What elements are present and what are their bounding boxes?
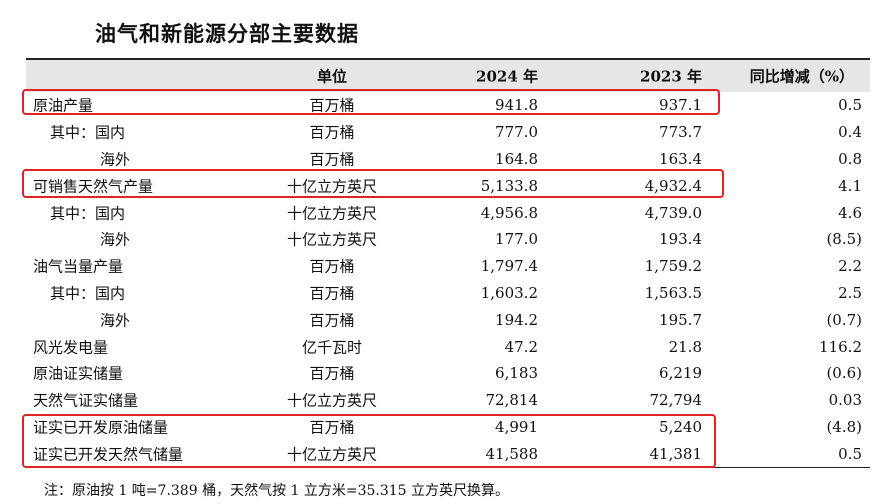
row-2023: 195.7 (659, 310, 702, 329)
row-unit: 亿千瓦时 (301, 338, 362, 357)
row-yoy: 0.5 (838, 444, 862, 463)
row-yoy: 0.8 (838, 149, 862, 168)
row-yoy: 2.5 (838, 283, 862, 302)
row-2024: 72,814 (485, 391, 539, 410)
row-2023: 5,240 (659, 417, 702, 436)
row-unit: 百万桶 (309, 96, 355, 115)
row-item: 可销售天然气产量 (33, 177, 154, 196)
row-unit: 十亿立方英尺 (286, 230, 377, 249)
row-yoy: 4.1 (838, 176, 862, 195)
row-2024: 194.2 (495, 310, 538, 329)
row-item: 原油产量 (33, 96, 94, 115)
row-2023: 937.1 (659, 96, 702, 115)
row-unit: 十亿立方英尺 (286, 204, 377, 223)
row-2024: 6,183 (495, 364, 538, 383)
row-item: 风光发电量 (33, 338, 109, 357)
row-yoy: 116.2 (819, 337, 862, 356)
row-item: 其中：国内 (50, 123, 126, 142)
row-unit: 十亿立方英尺 (286, 177, 377, 196)
row-2023: 4,932.4 (644, 176, 702, 195)
row-yoy: 0.4 (838, 123, 862, 142)
table-row: 天然气证实储量 十亿立方英尺 72,814 72,794 0.03 (26, 387, 870, 414)
page-title: 油气和新能源分部主要数据 (95, 21, 359, 46)
table-row: 海外 十亿立方英尺 177.0 193.4 (8.5) (26, 226, 870, 253)
row-item: 海外 (100, 230, 131, 249)
header-unit: 单位 (316, 67, 347, 86)
row-unit: 百万桶 (309, 284, 355, 303)
row-2023: 6,219 (659, 364, 702, 383)
row-item: 海外 (100, 150, 131, 169)
row-item: 证实已开发天然气储量 (33, 445, 184, 464)
row-yoy: 0.5 (838, 96, 862, 115)
row-2024: 1,797.4 (480, 257, 538, 276)
row-2023: 21.8 (668, 337, 702, 356)
footnote: 注：原油按 1 吨=7.389 桶，天然气按 1 立方米=35.315 立方英尺… (44, 483, 510, 499)
table-row: 油气当量产量 百万桶 1,797.4 1,759.2 2.2 (26, 253, 870, 280)
row-item: 海外 (100, 311, 131, 330)
row-unit: 百万桶 (309, 418, 355, 437)
row-2023: 163.4 (659, 149, 702, 168)
row-yoy: 2.2 (838, 257, 862, 276)
row-2023: 41,381 (649, 444, 703, 463)
table-header: 单位 2024 年 2023 年 同比增减（%） (26, 58, 870, 92)
table-row: 其中：国内 百万桶 1,603.2 1,563.5 2.5 (26, 280, 870, 307)
table-row: 海外 百万桶 164.8 163.4 0.8 (26, 146, 870, 173)
table-row: 原油产量 百万桶 941.8 937.1 0.5 (26, 92, 870, 119)
row-yoy: (0.6) (826, 364, 862, 383)
row-2024: 4,956.8 (480, 203, 538, 222)
row-2024: 1,603.2 (480, 283, 538, 302)
row-2024: 41,588 (485, 444, 539, 463)
row-2024: 4,991 (495, 417, 538, 436)
header-2023: 2023 年 (640, 67, 702, 86)
row-item: 油气当量产量 (33, 257, 124, 276)
row-unit: 十亿立方英尺 (286, 445, 377, 464)
header-2024: 2024 年 (476, 67, 538, 86)
row-2024: 47.2 (504, 337, 538, 356)
table-row: 证实已开发天然气储量 十亿立方英尺 41,588 41,381 0.5 (26, 440, 870, 469)
row-yoy: 4.6 (838, 203, 862, 222)
table-row: 海外 百万桶 194.2 195.7 (0.7) (26, 306, 870, 333)
row-yoy: (4.8) (826, 417, 862, 436)
row-2023: 193.4 (659, 230, 702, 249)
row-2024: 777.0 (495, 123, 538, 142)
row-2023: 72,794 (649, 391, 703, 410)
row-2024: 941.8 (495, 96, 538, 115)
data-table: 单位 2024 年 2023 年 同比增减（%） 原油产量 百万桶 941.8 … (26, 58, 870, 469)
row-2024: 164.8 (495, 149, 538, 168)
row-2023: 4,739.0 (644, 203, 702, 222)
row-unit: 百万桶 (309, 257, 355, 276)
row-yoy: 0.03 (828, 391, 862, 410)
row-item: 原油证实储量 (33, 364, 124, 383)
row-unit: 百万桶 (309, 364, 355, 383)
row-yoy: (8.5) (826, 230, 862, 249)
row-2023: 1,759.2 (644, 257, 702, 276)
row-unit: 百万桶 (309, 311, 355, 330)
row-item: 天然气证实储量 (33, 391, 139, 410)
header-yoy: 同比增减（%） (749, 67, 854, 86)
row-unit: 十亿立方英尺 (286, 391, 377, 410)
row-item: 其中：国内 (50, 284, 126, 303)
table-row: 可销售天然气产量 十亿立方英尺 5,133.8 4,932.4 4.1 (26, 172, 870, 199)
row-unit: 百万桶 (309, 123, 355, 142)
row-unit: 百万桶 (309, 150, 355, 169)
table-row: 原油证实储量 百万桶 6,183 6,219 (0.6) (26, 360, 870, 387)
row-2023: 1,563.5 (644, 283, 702, 302)
row-2024: 177.0 (495, 230, 538, 249)
table-row: 风光发电量 亿千瓦时 47.2 21.8 116.2 (26, 333, 870, 360)
row-item: 其中：国内 (50, 204, 126, 223)
row-yoy: (0.7) (826, 310, 862, 329)
table-row: 其中：国内 十亿立方英尺 4,956.8 4,739.0 4.6 (26, 199, 870, 226)
row-item: 证实已开发原油储量 (33, 418, 169, 437)
table-row: 其中：国内 百万桶 777.0 773.7 0.4 (26, 119, 870, 146)
table-row: 证实已开发原油储量 百万桶 4,991 5,240 (4.8) (26, 414, 870, 441)
row-2024: 5,133.8 (480, 176, 538, 195)
row-2023: 773.7 (659, 123, 702, 142)
